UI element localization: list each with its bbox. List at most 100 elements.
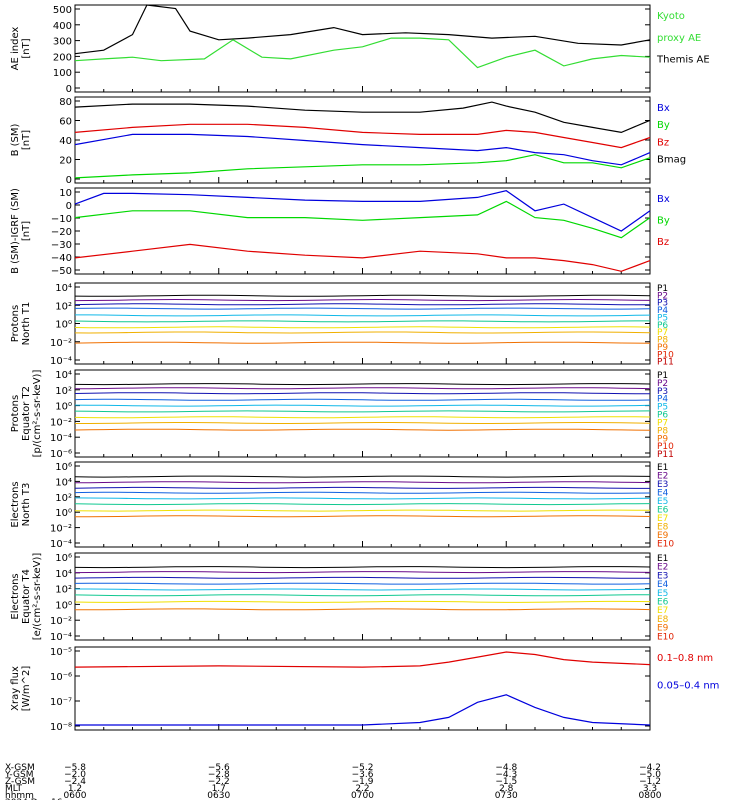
footer-value: −5.8 — [64, 763, 86, 773]
y-tick-label: 0 — [66, 84, 72, 95]
y-tick-label: 10² — [55, 585, 72, 596]
legend-P9: P9 — [657, 434, 668, 444]
y-axis-label: Equator T2 — [21, 386, 32, 441]
footer-value: 0730 — [495, 791, 518, 800]
level-line — [74, 566, 651, 569]
footer-value: −5.2 — [352, 763, 374, 773]
legend-P3: P3 — [657, 387, 668, 397]
y-tick-label: −20 — [51, 227, 72, 238]
y-tick-label: 10⁻² — [50, 616, 72, 627]
y-axis-label: Protons — [10, 395, 21, 432]
y-tick-label: 10⁴ — [55, 477, 72, 488]
y-tick-label: 10⁻⁸ — [50, 722, 72, 733]
legend-E4: E4 — [657, 580, 669, 590]
legend-P8: P8 — [657, 426, 668, 436]
y-tick-label: 10⁻⁵ — [50, 647, 72, 658]
y-tick-label: 10⁻⁷ — [50, 697, 72, 708]
y-tick-label: 500 — [53, 5, 72, 16]
level-line — [75, 515, 651, 518]
y-tick-label: 0 — [66, 201, 72, 212]
legend-E6: E6 — [657, 506, 669, 516]
footer-value: −1.9 — [352, 777, 374, 787]
level-line — [74, 326, 651, 329]
legend-E5: E5 — [657, 497, 668, 507]
level-line — [75, 588, 651, 591]
level-line — [74, 576, 650, 579]
legend-P6: P6 — [657, 411, 668, 421]
y-tick-label: 20 — [59, 156, 72, 167]
y-tick-label: 10⁻⁶ — [50, 672, 72, 683]
legend-E7: E7 — [657, 514, 668, 524]
y-tick-label: 10⁻² — [50, 524, 72, 535]
y-axis-label: [W/m^2] — [21, 666, 32, 712]
legend-entry: 0.05–0.4 nm — [657, 681, 719, 692]
y-tick-label: 10² — [55, 301, 72, 312]
legend-P1: P1 — [657, 284, 668, 294]
level-line — [74, 571, 651, 574]
y-axis-label: [nT] — [21, 130, 32, 150]
y-tick-label: 10⁰ — [55, 320, 72, 331]
legend-P9: P9 — [657, 343, 668, 353]
level-line — [74, 503, 651, 506]
y-tick-label: 10⁴ — [55, 283, 72, 294]
legend-E8: E8 — [657, 615, 669, 625]
y-tick-label: 10² — [55, 386, 72, 397]
footer-row-label: hhmm — [5, 791, 34, 800]
y-tick-label: 10⁰ — [55, 600, 72, 611]
footer-value: 1.2 — [68, 784, 82, 794]
series-Bx — [74, 190, 651, 232]
legend-E10: E10 — [657, 632, 674, 642]
level-line — [74, 600, 651, 603]
legend-P4: P4 — [657, 395, 668, 405]
legend-entry: Themis AE — [656, 55, 710, 66]
series-0.05–0.4 nm — [75, 694, 651, 726]
footer-value: −2.0 — [64, 770, 86, 780]
level-line — [74, 398, 651, 401]
y-tick-label: 10⁶ — [55, 553, 72, 564]
series-0.1–0.8 nm — [74, 651, 651, 668]
level-line — [75, 387, 651, 390]
y-axis-label: Protons — [10, 305, 21, 342]
y-axis-label: Equator T4 — [21, 569, 32, 624]
footer-value: −4.8 — [495, 763, 517, 773]
y-axis-label: North T1 — [21, 302, 32, 346]
level-line — [74, 475, 651, 478]
legend-entry: 0.1–0.8 nm — [657, 653, 713, 664]
legend-P7: P7 — [657, 418, 668, 428]
y-axis-label: B (SM) — [10, 123, 21, 156]
panel-frame-pn — [74, 282, 651, 365]
level-line — [74, 331, 651, 334]
footer-row-label: 2024 Dec 16 — [5, 798, 63, 800]
footer-value: −2.8 — [208, 770, 230, 780]
legend-P1: P1 — [657, 371, 668, 381]
series-Kyoto proxy AE — [74, 37, 651, 69]
footer-row-label: Z-GSM — [5, 777, 35, 787]
series-By — [74, 154, 651, 179]
footer-value: −1.5 — [495, 777, 517, 787]
y-tick-label: −50 — [51, 266, 72, 277]
footer-value: −3.6 — [352, 770, 374, 780]
y-tick-label: 10² — [55, 493, 72, 504]
y-tick-label: 10⁴ — [55, 370, 72, 381]
level-line — [74, 594, 650, 597]
legend-entry: Kyoto — [657, 11, 685, 22]
footer-value: 0700 — [351, 791, 374, 800]
level-line — [74, 383, 651, 386]
y-axis-label: [nT] — [21, 221, 32, 241]
level-line — [75, 481, 651, 484]
legend-E9: E9 — [657, 531, 669, 541]
y-axis-label: [p/(cm²-s-sr-keV)] — [32, 370, 43, 458]
legend-E9: E9 — [657, 624, 669, 634]
y-axis-label: North T3 — [21, 483, 32, 527]
legend-E2: E2 — [657, 472, 668, 482]
level-line — [74, 486, 650, 489]
legend-P3: P3 — [657, 299, 668, 309]
y-tick-label: 10 — [59, 188, 72, 199]
panel-frame-pe — [74, 369, 651, 458]
legend-entry: proxy AE — [657, 33, 701, 44]
legend-P2: P2 — [657, 379, 668, 389]
level-line — [74, 294, 651, 297]
series-Bmag — [74, 101, 651, 134]
